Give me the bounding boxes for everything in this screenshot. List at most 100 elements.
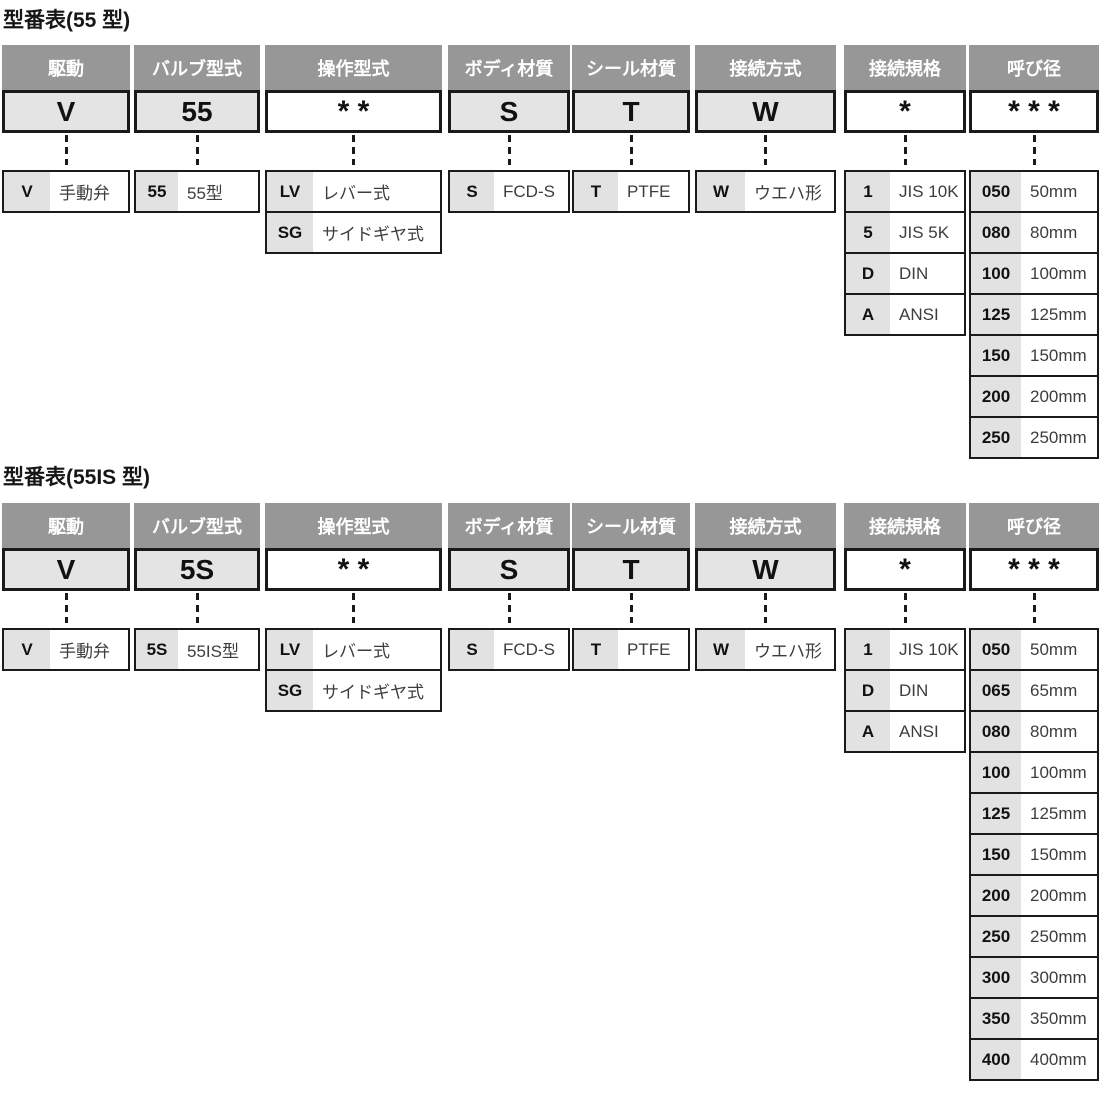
- option-row: 100 100mm: [969, 252, 1099, 295]
- option-code: 1: [846, 630, 890, 669]
- option-list: LV レバー式 SG サイドギヤ式: [265, 628, 442, 712]
- option-label: 55IS型: [187, 642, 239, 661]
- option-row: 050 50mm: [969, 628, 1099, 671]
- code-cell: V: [2, 548, 130, 591]
- option-code: 065: [971, 671, 1021, 710]
- option-row: V 手動弁: [2, 170, 130, 213]
- diagram-column: 接続方式 W W ウエハ形: [695, 503, 836, 671]
- option-label: ANSI: [899, 721, 939, 741]
- option-code: SG: [267, 671, 313, 710]
- option-label: サイドギヤ式: [322, 225, 424, 244]
- code-cell: * *: [265, 90, 442, 133]
- code-cell: W: [695, 90, 836, 133]
- option-label: FCD-S: [503, 639, 555, 659]
- option-code: T: [574, 172, 618, 211]
- column-header: ボディ材質: [448, 503, 570, 548]
- connector-dashed-line: [572, 135, 690, 170]
- option-label: 200mm: [1030, 386, 1087, 406]
- connector-dashed-line: [134, 135, 260, 170]
- option-label: 250mm: [1030, 427, 1087, 447]
- option-code: 050: [971, 172, 1021, 211]
- option-label: 150mm: [1030, 345, 1087, 365]
- option-code: T: [574, 630, 618, 669]
- model-number-diagram-55: 駆動 V V 手動弁 バルブ型式 55 55 55型 操作型式 * * LV レバー式 SG サイドギヤ式…: [0, 45, 1114, 459]
- option-row: 125 125mm: [969, 293, 1099, 336]
- column-header: シール材質: [572, 503, 690, 548]
- option-code: S: [450, 172, 494, 211]
- option-row: 065 65mm: [969, 669, 1099, 712]
- option-list: S FCD-S: [448, 628, 570, 671]
- option-code: V: [4, 630, 50, 669]
- connector-dashed-line: [572, 593, 690, 628]
- column-header: 呼び径: [969, 503, 1099, 548]
- option-row: LV レバー式: [265, 628, 442, 671]
- option-row: 55 55型: [134, 170, 260, 213]
- option-label: PTFE: [627, 181, 671, 201]
- connector-dashed-line: [265, 593, 442, 628]
- option-row: S FCD-S: [448, 628, 570, 671]
- option-code: 150: [971, 835, 1021, 874]
- option-label: 50mm: [1030, 181, 1078, 201]
- option-row: LV レバー式: [265, 170, 442, 213]
- connector-dashed-line: [695, 135, 836, 170]
- option-label: DIN: [899, 263, 929, 283]
- diagram-column: 接続方式 W W ウエハ形: [695, 45, 836, 213]
- option-code: 080: [971, 712, 1021, 751]
- column-header: 接続方式: [695, 503, 836, 548]
- option-list: 1 JIS 10K 5 JIS 5K D DIN A ANSI: [844, 170, 966, 336]
- option-label: 350mm: [1030, 1008, 1087, 1028]
- column-header: ボディ材質: [448, 45, 570, 90]
- code-cell: *: [844, 90, 966, 133]
- option-row: 080 80mm: [969, 211, 1099, 254]
- option-row: 050 50mm: [969, 170, 1099, 213]
- column-header: バルブ型式: [134, 503, 260, 548]
- option-label: 65mm: [1030, 680, 1078, 700]
- option-label: 80mm: [1030, 721, 1078, 741]
- model-number-diagram-55is: 駆動 V V 手動弁 バルブ型式 5S 5S 55IS型 操作型式 * * LV レバー式 SG サイドギ…: [0, 503, 1114, 1083]
- option-label: PTFE: [627, 639, 671, 659]
- option-code: 150: [971, 336, 1021, 375]
- option-label: 300mm: [1030, 967, 1087, 987]
- code-cell: * * *: [969, 548, 1099, 591]
- option-code: 200: [971, 876, 1021, 915]
- column-header: 操作型式: [265, 503, 442, 548]
- column-header: シール材質: [572, 45, 690, 90]
- option-code: 300: [971, 958, 1021, 997]
- option-row: 1 JIS 10K: [844, 170, 966, 213]
- option-row: D DIN: [844, 669, 966, 712]
- code-cell: * * *: [969, 90, 1099, 133]
- connector-dashed-line: [134, 593, 260, 628]
- code-cell: W: [695, 548, 836, 591]
- connector-dashed-line: [844, 593, 966, 628]
- column-header: 駆動: [2, 503, 130, 548]
- option-code: 400: [971, 1040, 1021, 1079]
- option-row: V 手動弁: [2, 628, 130, 671]
- option-list: V 手動弁: [2, 170, 130, 213]
- option-code: 250: [971, 917, 1021, 956]
- diagram-column: 接続規格 * 1 JIS 10K 5 JIS 5K D DIN A ANSI: [844, 45, 966, 336]
- diagram-column: バルブ型式 55 55 55型: [134, 45, 260, 213]
- option-label: 55型: [187, 184, 223, 203]
- option-label: 80mm: [1030, 222, 1078, 242]
- diagram-column: 駆動 V V 手動弁: [2, 45, 130, 213]
- code-cell: *: [844, 548, 966, 591]
- option-list: 5S 55IS型: [134, 628, 260, 671]
- option-list: W ウエハ形: [695, 170, 836, 213]
- diagram-column: シール材質 T T PTFE: [572, 503, 690, 671]
- connector-dashed-line: [695, 593, 836, 628]
- option-code: LV: [267, 630, 313, 669]
- option-label: 手動弁: [59, 184, 110, 203]
- option-label: ウエハ形: [754, 184, 822, 203]
- column-header: 操作型式: [265, 45, 442, 90]
- option-row: 125 125mm: [969, 792, 1099, 835]
- option-row: D DIN: [844, 252, 966, 295]
- option-code: W: [697, 172, 745, 211]
- option-row: 250 250mm: [969, 915, 1099, 958]
- option-list: 55 55型: [134, 170, 260, 213]
- option-row: 200 200mm: [969, 874, 1099, 917]
- code-cell: 55: [134, 90, 260, 133]
- option-code: D: [846, 671, 890, 710]
- diagram-column: 操作型式 * * LV レバー式 SG サイドギヤ式: [265, 45, 442, 254]
- column-header: 接続方式: [695, 45, 836, 90]
